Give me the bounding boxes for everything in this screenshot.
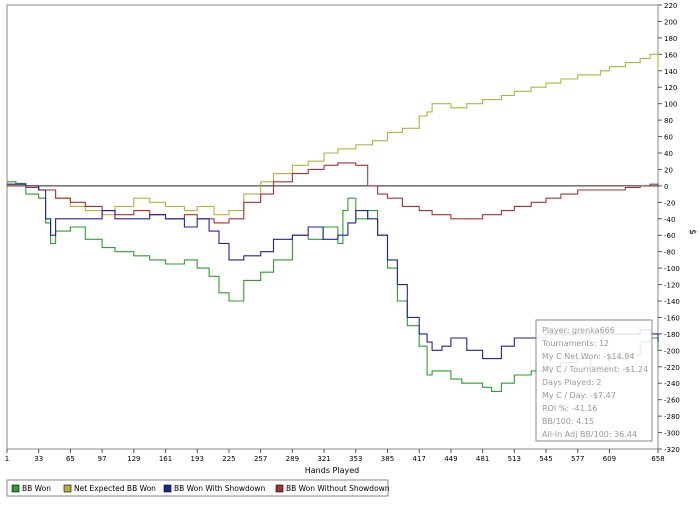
y-tick-label: -320 xyxy=(664,446,680,454)
legend-label-with-showdown: BB Won With Showdown xyxy=(174,484,266,493)
y-tick-label: -240 xyxy=(664,380,680,388)
legend-swatch-with-showdown xyxy=(163,484,172,493)
x-tick-label: 545 xyxy=(539,455,552,463)
stats-line: Player: grenka666 xyxy=(542,326,615,335)
legend: BB Won Net Expected BB Won BB Won With S… xyxy=(6,479,390,497)
stats-line: BB/100: 4.15 xyxy=(542,417,594,426)
y-tick-label: -200 xyxy=(664,347,680,355)
y-tick-label: 200 xyxy=(664,18,677,26)
stats-line: ROI %: -41.16 xyxy=(542,404,597,413)
x-tick-label: 658 xyxy=(651,455,664,463)
stats-line: All-In Adj BB/100: 36.44 xyxy=(542,430,637,439)
y-axis-label: $ xyxy=(687,229,697,235)
legend-swatch-bb-won xyxy=(11,484,20,493)
y-tick-label: 120 xyxy=(664,84,677,92)
x-tick-label: 65 xyxy=(66,455,75,463)
y-tick-label: -60 xyxy=(664,232,675,240)
x-tick-label: 257 xyxy=(254,455,267,463)
x-tick-label: 193 xyxy=(191,455,204,463)
y-tick-label: 60 xyxy=(664,134,673,142)
legend-label-net-expected: Net Expected BB Won xyxy=(74,484,156,493)
x-tick-label: 449 xyxy=(444,455,457,463)
legend-label-bb-won: BB Won xyxy=(22,484,51,493)
legend-label-without-showdown: BB Won Without Showdown xyxy=(286,484,390,493)
stats-line: Tournaments: 12 xyxy=(541,339,609,348)
y-tick-label: 0 xyxy=(664,183,668,191)
y-tick-label: 160 xyxy=(664,51,677,59)
x-tick-label: 289 xyxy=(286,455,299,463)
y-tick-label: -160 xyxy=(664,314,680,322)
x-tick-label: 321 xyxy=(317,455,330,463)
y-tick-label: -300 xyxy=(664,430,680,438)
x-tick-label: 385 xyxy=(381,455,394,463)
y-tick-label: -280 xyxy=(664,413,680,421)
legend-swatch-without-showdown xyxy=(275,484,284,493)
stats-line: My C / Tournament: -$1.24 xyxy=(542,365,648,374)
x-tick-label: 97 xyxy=(98,455,107,463)
stats-box-frame xyxy=(535,319,653,442)
x-tick-label: 577 xyxy=(571,455,584,463)
x-tick-label: 225 xyxy=(222,455,235,463)
y-tick-label: -220 xyxy=(664,364,680,372)
y-tick-label: -40 xyxy=(664,216,675,224)
legend-frame xyxy=(6,479,389,497)
y-tick-label: -260 xyxy=(664,397,680,405)
series-line-bb-won-with-showdown xyxy=(7,183,659,360)
x-tick-label: 417 xyxy=(413,455,426,463)
y-tick-label: -140 xyxy=(664,298,680,306)
stats-line: Days Played: 2 xyxy=(542,378,602,387)
y-tick-label: 40 xyxy=(664,150,673,158)
y-tick-label: -20 xyxy=(664,199,675,207)
y-tick-label: 140 xyxy=(664,68,677,76)
stats-box: Player: grenka666 Tournaments: 12 My C N… xyxy=(535,319,653,442)
stats-line: My C Net Won: -$14.94 xyxy=(542,352,634,361)
legend-swatch-net-expected xyxy=(63,484,72,493)
y-tick-label: -180 xyxy=(664,331,680,339)
x-tick-label: 513 xyxy=(508,455,521,463)
y-tick-label: -80 xyxy=(664,249,675,257)
x-tick-label: 353 xyxy=(349,455,362,463)
x-axis-label: Hands Played xyxy=(305,466,359,475)
y-tick-label: -120 xyxy=(664,282,680,290)
y-tick-label: -100 xyxy=(664,265,680,273)
y-tick-label: 100 xyxy=(664,101,677,109)
x-tick-label: 129 xyxy=(127,455,140,463)
x-tick-label: 1 xyxy=(5,455,9,463)
stats-line: My C / Day: -$7.47 xyxy=(542,391,616,400)
x-tick-label: 161 xyxy=(159,455,172,463)
y-tick-label: 80 xyxy=(664,117,673,125)
y-tick-label: 220 xyxy=(664,2,677,10)
y-tick-label: 20 xyxy=(664,166,673,174)
x-tick-label: 33 xyxy=(34,455,43,463)
series-line-net-expected-bb-won xyxy=(7,53,659,216)
x-tick-label: 481 xyxy=(476,455,489,463)
axis-ticks: 220200180160140120100806040200-20-40-60-… xyxy=(5,2,680,463)
x-tick-label: 609 xyxy=(603,455,616,463)
y-tick-label: 180 xyxy=(664,35,677,43)
